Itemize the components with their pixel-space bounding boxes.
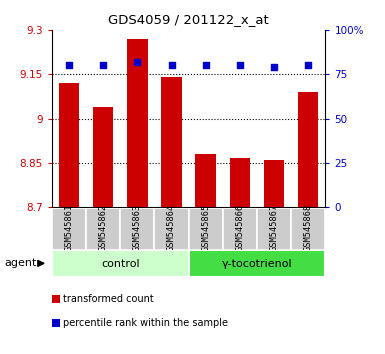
- Bar: [86, 208, 120, 250]
- Text: control: control: [101, 258, 140, 269]
- Text: percentile rank within the sample: percentile rank within the sample: [63, 318, 228, 328]
- Text: GSM545864: GSM545864: [167, 204, 176, 251]
- Point: [66, 63, 72, 68]
- Bar: [189, 208, 223, 250]
- Bar: [264, 160, 284, 207]
- Point: [203, 63, 209, 68]
- Text: GSM545865: GSM545865: [201, 204, 210, 251]
- Text: GSM545862: GSM545862: [99, 204, 108, 251]
- Text: agent: agent: [5, 258, 37, 268]
- Bar: [93, 107, 114, 207]
- Point: [100, 63, 106, 68]
- Bar: [120, 208, 154, 250]
- Bar: [161, 77, 182, 207]
- Point: [271, 64, 277, 70]
- Point: [305, 63, 311, 68]
- Point: [237, 63, 243, 68]
- Bar: [127, 39, 147, 207]
- Bar: [154, 208, 189, 250]
- Text: transformed count: transformed count: [63, 294, 154, 304]
- Bar: [257, 208, 291, 250]
- Point: [169, 63, 175, 68]
- Bar: [223, 208, 257, 250]
- Text: GSM545867: GSM545867: [270, 204, 279, 251]
- Title: GDS4059 / 201122_x_at: GDS4059 / 201122_x_at: [108, 13, 269, 26]
- Text: GSM545863: GSM545863: [133, 204, 142, 251]
- Text: γ-tocotrienol: γ-tocotrienol: [222, 258, 292, 269]
- Text: GSM545868: GSM545868: [304, 204, 313, 251]
- Bar: [189, 250, 325, 277]
- Text: GSM545866: GSM545866: [235, 204, 244, 251]
- Bar: [229, 158, 250, 207]
- Bar: [52, 208, 86, 250]
- Bar: [298, 92, 318, 207]
- Bar: [52, 295, 60, 303]
- Point: [134, 59, 141, 65]
- Bar: [291, 208, 325, 250]
- Bar: [196, 154, 216, 207]
- Bar: [52, 250, 189, 277]
- Text: GSM545861: GSM545861: [65, 204, 74, 251]
- Bar: [52, 319, 60, 327]
- Bar: [59, 83, 79, 207]
